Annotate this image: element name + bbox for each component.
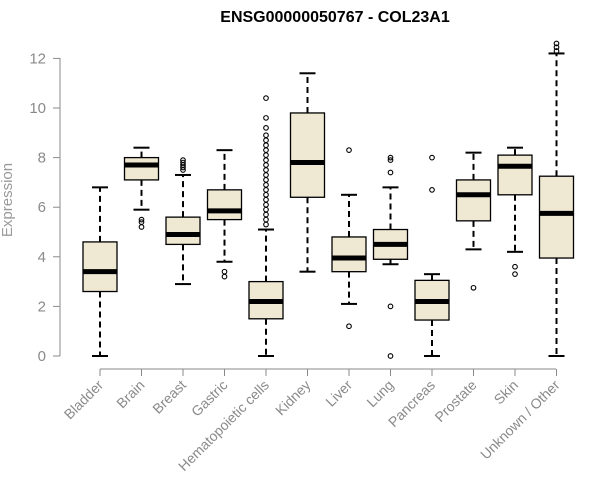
outlier-point — [263, 182, 269, 188]
x-tick-label: Kidney — [272, 377, 314, 419]
outlier-point — [221, 268, 228, 275]
outlier-point — [180, 157, 186, 163]
outlier-point — [263, 95, 269, 101]
outlier-point — [263, 142, 269, 149]
outlier-point — [387, 169, 394, 176]
outlier-point — [263, 216, 269, 223]
outlier-point — [263, 221, 269, 228]
box-group — [455, 151, 492, 291]
outlier-point — [180, 159, 186, 166]
box-group — [206, 149, 243, 280]
box-group — [331, 147, 367, 330]
outlier-point — [263, 147, 269, 154]
x-tick-label: Bladder — [61, 377, 107, 423]
outlier-point — [387, 303, 394, 310]
outlier-point — [263, 137, 269, 144]
outlier-point — [387, 157, 394, 163]
x-tick-label: Lung — [363, 377, 396, 410]
outlier-point — [553, 44, 560, 51]
box-iqr — [331, 236, 367, 273]
box-group — [538, 40, 575, 357]
x-tick-label: Breast — [149, 377, 189, 417]
box-iqr — [455, 179, 492, 222]
outlier-point — [263, 177, 269, 183]
box-group — [165, 157, 201, 286]
outlier-point — [263, 186, 269, 193]
outlier-point — [429, 186, 435, 193]
box-iqr — [289, 112, 326, 198]
box-iqr — [206, 189, 243, 221]
box-iqr — [165, 216, 201, 246]
outlier-point — [263, 115, 269, 121]
box-iqr — [538, 175, 575, 259]
outlier-point — [263, 167, 269, 173]
outlier-point — [512, 263, 518, 270]
outlier-point — [263, 152, 269, 158]
box-iqr — [82, 241, 118, 293]
outlier-point — [387, 353, 394, 359]
outlier-point — [263, 157, 269, 163]
y-tick-label: 12 — [29, 50, 46, 67]
x-tick-label: Skin — [491, 377, 522, 408]
chart-title: ENSG00000050767 - COL23A1 — [220, 9, 450, 26]
x-tick-label: Unknown / Other — [477, 377, 563, 463]
y-tick-label: 4 — [38, 249, 46, 266]
outlier-point — [429, 154, 435, 161]
outlier-point — [512, 271, 518, 278]
outlier-point — [263, 132, 269, 139]
box-group — [414, 154, 450, 357]
y-ticks: 0 2 4 6 8 10 12 — [29, 50, 60, 365]
outlier-point — [346, 147, 352, 154]
outlier-point — [263, 196, 269, 203]
outlier-point — [553, 48, 560, 54]
x-tick-label: Prostate — [431, 377, 479, 425]
box-group — [82, 186, 118, 357]
outlier-point — [387, 154, 394, 161]
box-group — [289, 72, 326, 273]
x-tick-label: Brain — [113, 377, 147, 411]
outlier-point — [221, 273, 228, 280]
box-group — [248, 95, 284, 357]
y-tick-label: 10 — [29, 100, 46, 117]
boxes — [82, 40, 575, 359]
outlier-point — [263, 211, 269, 218]
y-tick-label: 2 — [38, 298, 46, 315]
outlier-point — [470, 284, 477, 291]
outlier-point — [553, 40, 560, 47]
outlier-point — [263, 124, 269, 131]
outlier-point — [263, 172, 269, 178]
y-tick-label: 8 — [38, 150, 46, 167]
outlier-point — [263, 162, 269, 168]
box-iqr — [123, 156, 160, 181]
box-group — [123, 146, 160, 230]
outlier-point — [346, 323, 352, 330]
outlier-point — [138, 224, 145, 230]
outlier-point — [138, 216, 145, 223]
y-tick-label: 0 — [38, 348, 46, 365]
y-tick-label: 6 — [38, 199, 46, 216]
outlier-point — [263, 201, 269, 208]
y-axis-label: Expression — [0, 163, 16, 237]
outlier-point — [263, 206, 269, 213]
outlier-point — [263, 191, 269, 198]
box-iqr — [497, 154, 533, 196]
x-tick-label: Liver — [322, 377, 355, 410]
box-group — [372, 154, 409, 359]
box-group — [497, 146, 533, 278]
